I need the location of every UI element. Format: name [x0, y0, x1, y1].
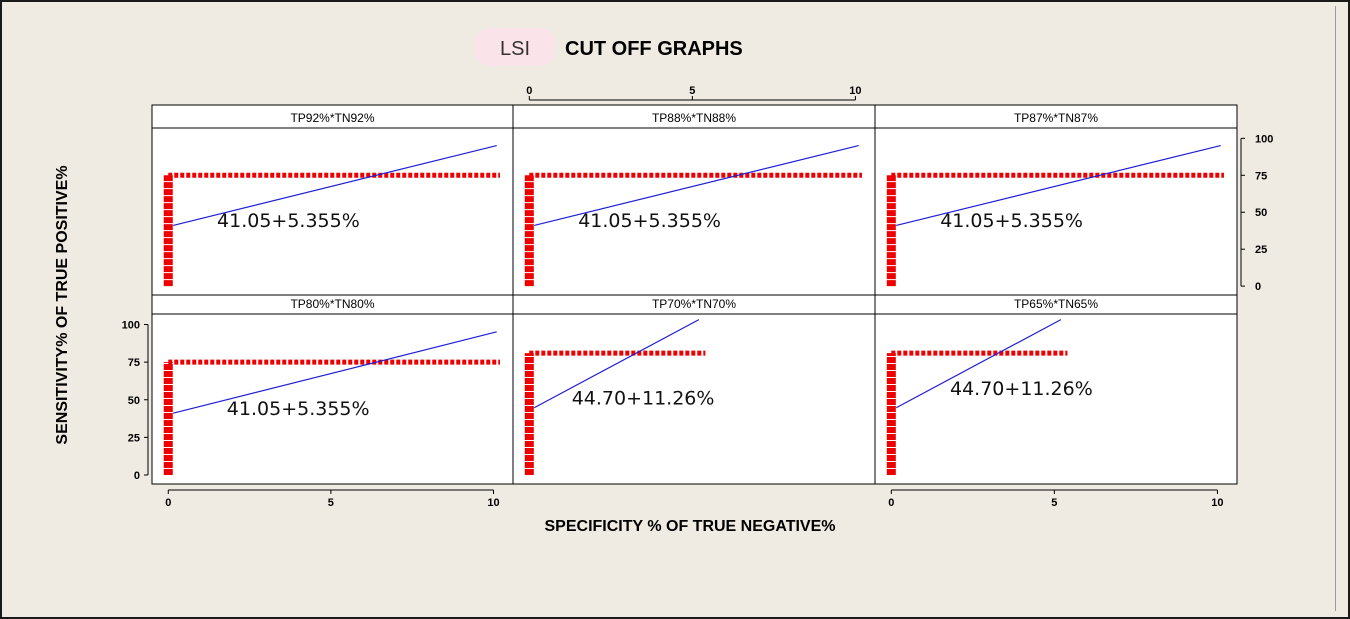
badge-label: LSI [500, 38, 530, 60]
panels-layer: TP92%*TN92% 41.05+5.355% TP88%*TN88% 41.05+… [122, 85, 1274, 509]
equation-label: 44.70+11.26% [572, 387, 715, 409]
right-y-tick-label: 75 [1255, 170, 1267, 182]
panel-label: TP88%*TN88% [652, 111, 736, 125]
frame-inner-border [1335, 6, 1336, 611]
fit-line [533, 319, 700, 409]
bottom-x-tick-label: 0 [165, 497, 171, 509]
right-y-tick-label: 50 [1255, 207, 1267, 219]
top-x-tick-label: 10 [849, 85, 861, 97]
equation-label: 41.05+5.355% [940, 210, 1083, 232]
right-y-tick-label: 25 [1255, 244, 1267, 256]
y-axis-title: SENSITIVITY% OF TRUE POSITIVE% [54, 165, 71, 444]
fit-line [534, 144, 859, 227]
right-y-tick-label: 0 [1255, 281, 1261, 293]
left-y-tick-label: 75 [128, 357, 140, 369]
panel-plot-area [874, 313, 1238, 485]
panel-label: TP87%*TN87% [1014, 111, 1098, 125]
panel-label: TP92%*TN92% [290, 111, 374, 125]
left-y-tick-label: 0 [134, 470, 140, 482]
bottom-x-tick-label: 10 [487, 497, 499, 509]
equation-label: 41.05+5.355% [578, 210, 721, 232]
fit-line [172, 331, 497, 414]
equation-label: 44.70+11.26% [950, 378, 1093, 400]
panel-plot-area [512, 313, 876, 485]
bottom-x-tick-label: 10 [1211, 497, 1223, 509]
equation-label: 41.05+5.355% [217, 210, 360, 232]
top-x-tick-label: 0 [526, 85, 532, 97]
top-x-tick-label: 5 [689, 85, 695, 97]
panel-label: TP80%*TN80% [290, 297, 374, 311]
left-y-tick-label: 25 [128, 432, 140, 444]
right-y-tick-label: 100 [1255, 133, 1273, 145]
panel-label: TP65%*TN65% [1014, 297, 1098, 311]
fit-line [895, 319, 1062, 409]
fit-line [896, 144, 1221, 227]
badge-highlight [475, 28, 555, 66]
left-y-tick-label: 50 [128, 395, 140, 407]
bottom-x-tick-label: 0 [888, 497, 894, 509]
equation-label: 41.05+5.355% [227, 398, 370, 420]
panel-label: TP70%*TN70% [652, 297, 736, 311]
bottom-x-tick-label: 5 [328, 497, 334, 509]
left-y-tick-label: 100 [122, 320, 140, 332]
fit-line [172, 144, 497, 227]
x-axis-title: SPECIFICITY % OF TRUE NEGATIVE% [545, 518, 836, 535]
bottom-x-tick-label: 5 [1051, 497, 1057, 509]
chart-title: CUT OFF GRAPHS [565, 38, 743, 60]
